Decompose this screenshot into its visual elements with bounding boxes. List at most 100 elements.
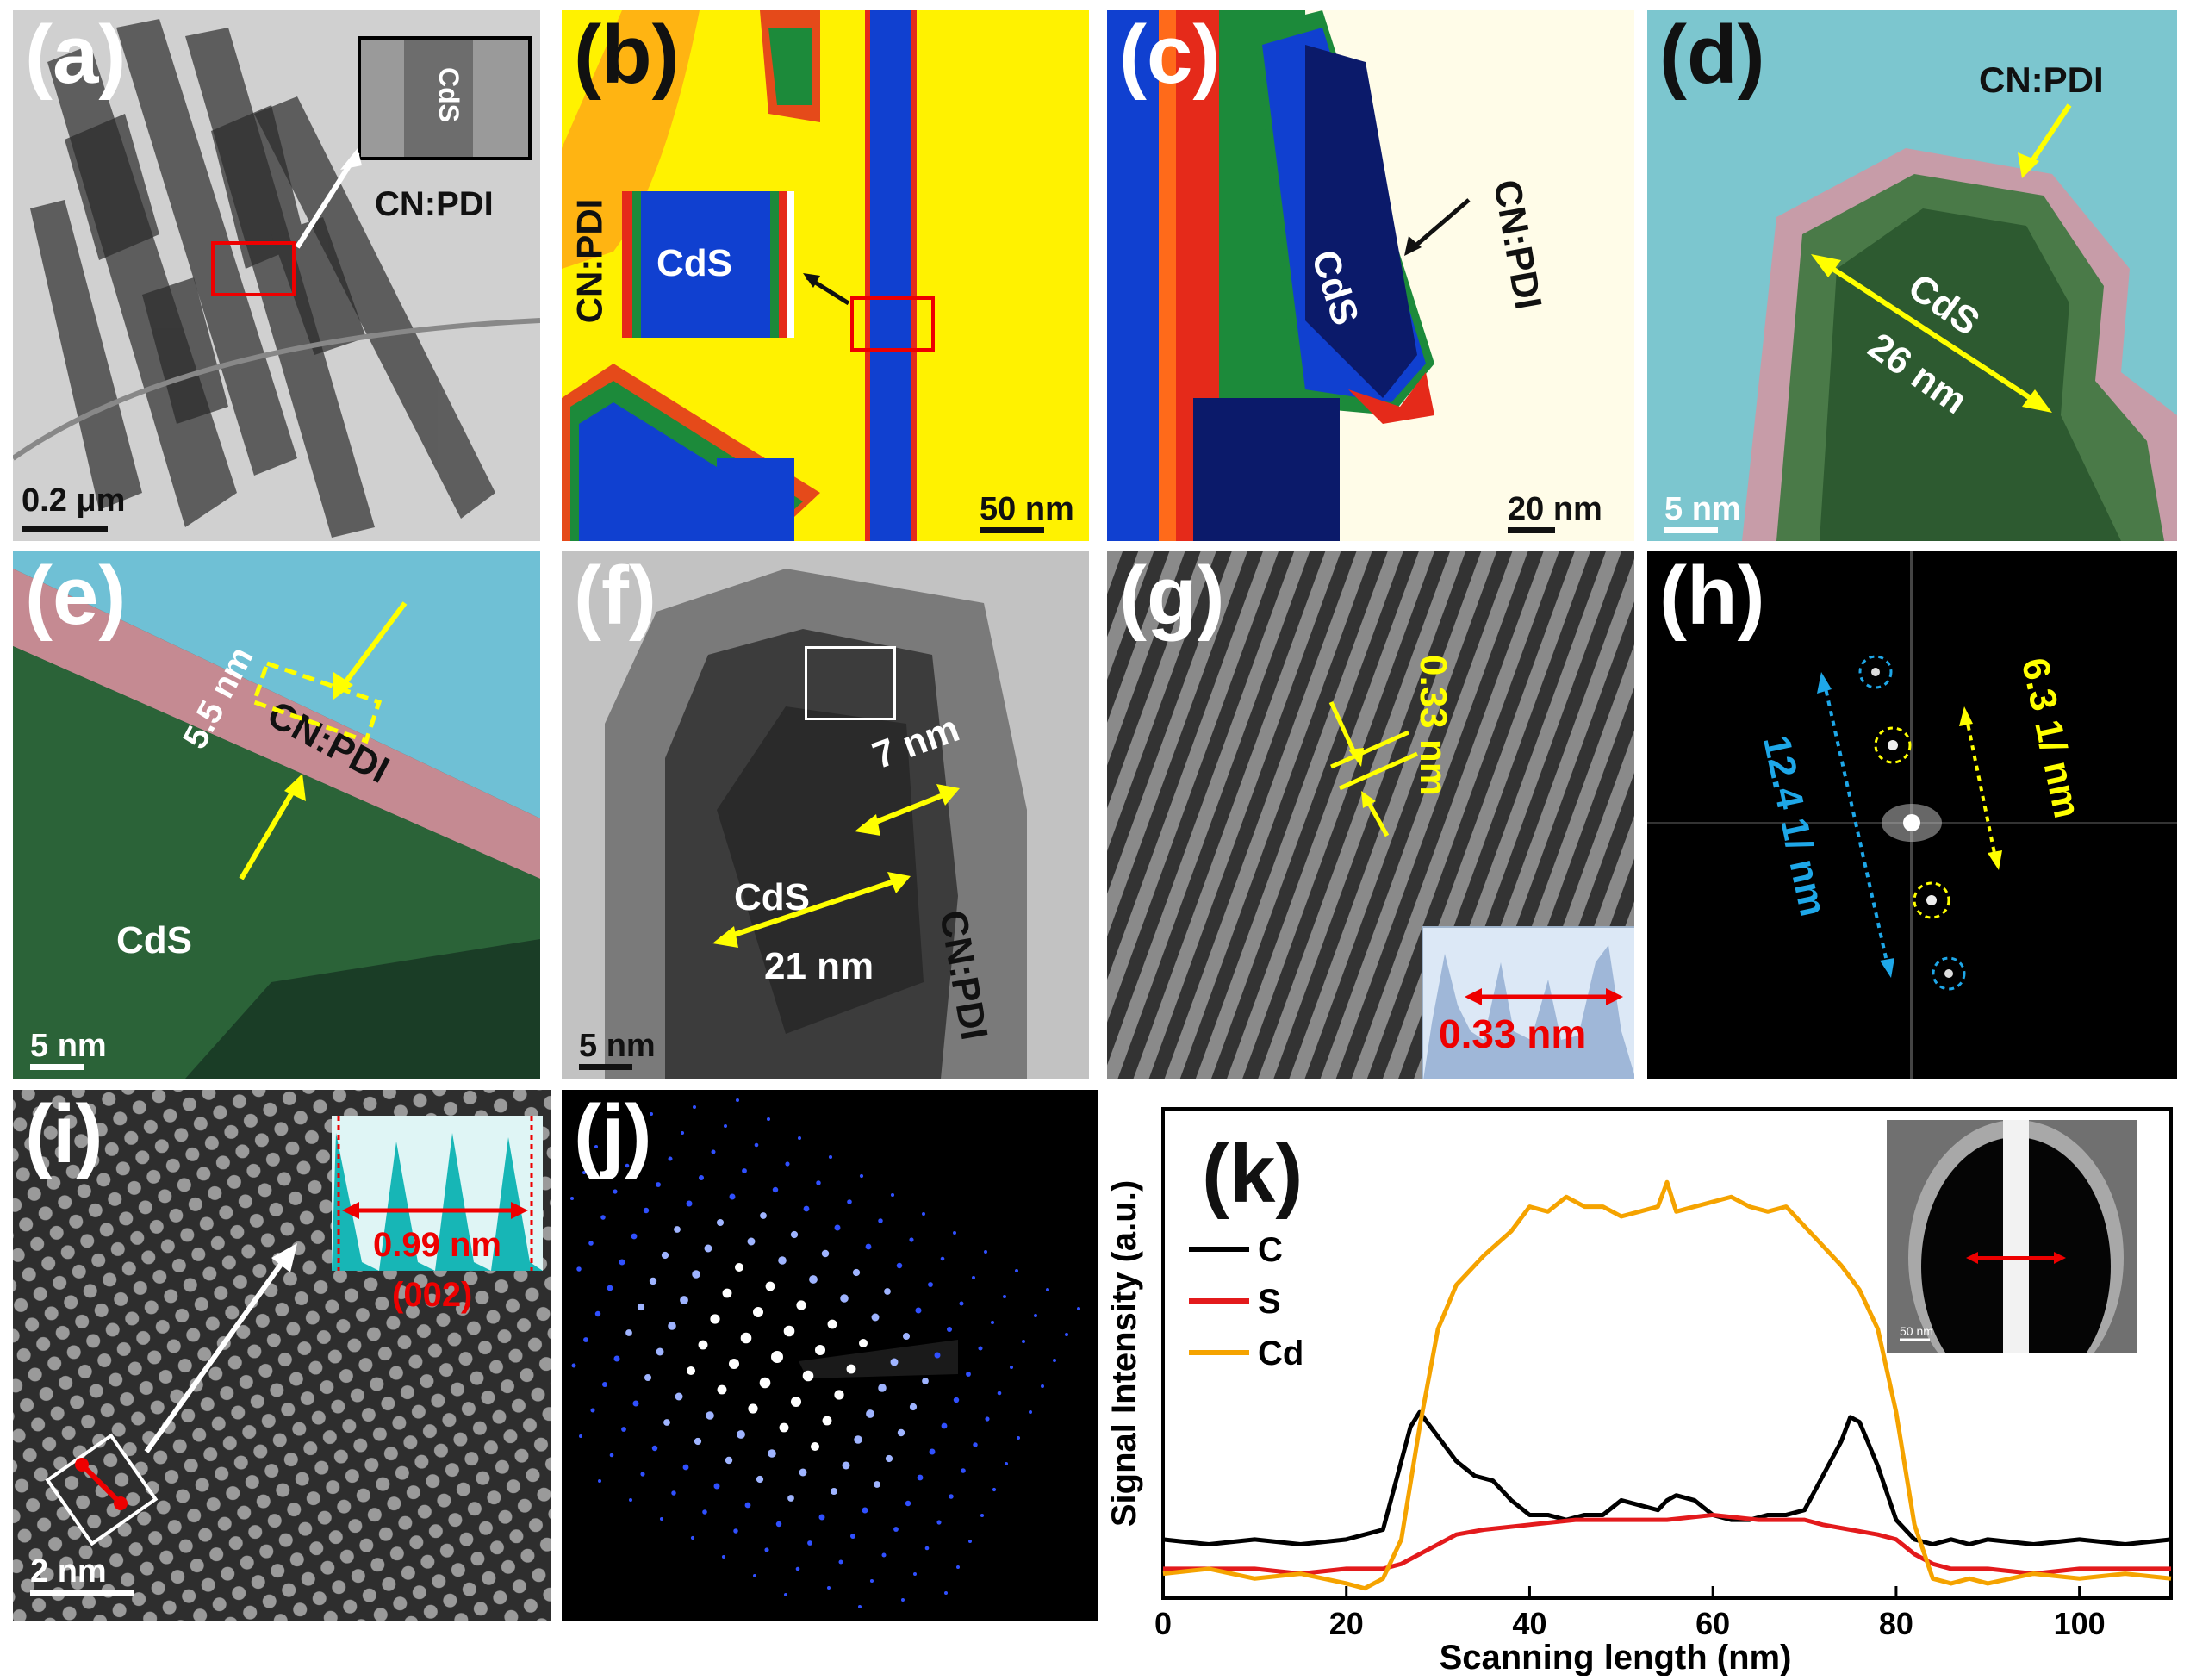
panel-b-inset: CdS [622, 191, 794, 338]
diffraction-spot [744, 1502, 751, 1509]
diffraction-spot [1077, 1307, 1080, 1310]
diffraction-spot [830, 1487, 838, 1496]
diffraction-spot [909, 1403, 918, 1411]
diffraction-spot [984, 1250, 987, 1254]
diffraction-spot [729, 1193, 736, 1200]
panel-d-arrows [1811, 103, 2072, 413]
diffraction-spot [795, 1566, 800, 1571]
diffraction-spot [834, 1390, 844, 1400]
panel-e-label: (e) [25, 551, 127, 642]
panel-a-shell-label: CN:PDI [375, 185, 494, 223]
diffraction-spot [740, 1332, 752, 1344]
diffraction-spot [840, 1294, 849, 1303]
diffraction-spot [852, 1268, 861, 1277]
diffraction-spot [767, 1117, 770, 1121]
diffraction-spot [594, 1310, 601, 1317]
diffraction-spot [752, 1306, 764, 1318]
diffraction-spot [807, 1540, 812, 1546]
diffraction-spot [772, 1186, 779, 1193]
panel-i: (i) 0.99 nm (002) 2 nm [13, 1090, 551, 1621]
diffraction-spot [814, 1344, 826, 1356]
diffraction-spot [613, 1355, 620, 1362]
diffraction-spot [724, 1124, 727, 1128]
diffraction-spot [671, 1490, 676, 1496]
diffraction-spot [859, 1173, 864, 1179]
panel-i-label: (i) [25, 1090, 103, 1180]
diffraction-spot [579, 1434, 582, 1438]
diffraction-spot [754, 1142, 759, 1148]
diffraction-spot [896, 1262, 903, 1269]
diffraction-spot [785, 1161, 790, 1167]
x-axis-label: Scanning length (nm) [1440, 1639, 1792, 1676]
diffraction-spot [694, 1437, 702, 1446]
panel-c-image [1107, 10, 1634, 541]
diffraction-spot [953, 1231, 956, 1235]
panel-i-scale-bar [30, 1590, 134, 1596]
diffraction-spot [631, 1233, 638, 1240]
diffraction-spot [607, 1285, 613, 1291]
diffraction-spot [866, 1409, 874, 1418]
panel-e-scale-text: 5 nm [30, 1028, 107, 1064]
x-tick-label: 80 [1879, 1606, 1913, 1641]
panel-g: (g) 0.33 nm 0.33 nm [1107, 551, 1634, 1079]
diffraction-spot [716, 1218, 725, 1227]
panel-d-scale-bar [1664, 527, 1718, 533]
diffraction-spot [884, 1288, 891, 1295]
series-line-s [1163, 1512, 2171, 1577]
diffraction-spot [913, 1572, 917, 1576]
diffraction-spot [768, 1449, 776, 1458]
series-line-c [1162, 1409, 2172, 1547]
diffraction-spot [638, 1138, 641, 1142]
diffraction-spot [905, 1500, 911, 1507]
panel-f-core-width: 21 nm [764, 945, 874, 987]
diffraction-spot [649, 1277, 657, 1285]
panel-k-inset-scale: 50 nm [1900, 1324, 1933, 1338]
diffraction-spot [668, 1322, 676, 1330]
panel-g-profile-spacing: 0.33 nm [1439, 1011, 1587, 1056]
panel-b-roi-box [850, 296, 935, 352]
diffraction-spot [941, 1422, 948, 1429]
panel-b-label: (b) [574, 10, 680, 101]
diffraction-spot [725, 1456, 733, 1465]
diffraction-spot [842, 1461, 850, 1470]
diffraction-spot [990, 1320, 995, 1325]
diffraction-spot [756, 1475, 764, 1484]
diffraction-spot [736, 1098, 739, 1102]
diffraction-spot [917, 1474, 924, 1481]
panel-c-label: (c) [1119, 10, 1221, 101]
diffraction-spot [1004, 1461, 1009, 1466]
diffraction-spot [682, 1464, 689, 1471]
panel-d-label: (d) [1659, 10, 1765, 101]
diffraction-spot [784, 1593, 787, 1596]
diffraction-spot [828, 1154, 833, 1160]
x-tick-label: 40 [1512, 1606, 1546, 1641]
diffraction-spot [973, 1442, 978, 1447]
panel-f-core: CdS [734, 876, 810, 918]
x-tick-label: 20 [1329, 1606, 1364, 1641]
diffraction-spot [847, 1199, 852, 1204]
diffraction-spot [1041, 1384, 1044, 1388]
diffraction-spot [728, 1358, 740, 1370]
panel-d-shell: CN:PDI [1979, 59, 2104, 100]
panel-a-scale-text: 0.2 μm [22, 482, 126, 519]
plot-frame [1161, 1107, 2173, 1600]
diffraction-spot [1017, 1436, 1020, 1440]
diffraction-spot [978, 1346, 983, 1351]
diffraction-spot [778, 1256, 787, 1265]
panel-g-profile-inset: 0.33 nm [1422, 926, 1634, 1079]
diffraction-spot [802, 1370, 814, 1382]
diffraction-spot [571, 1363, 576, 1368]
diffraction-spot [643, 1207, 650, 1214]
diffraction-spot [871, 1313, 880, 1322]
panel-d: (d) CN:PDI CdS 26 nm 5 nm [1647, 10, 2177, 541]
diffraction-spot [656, 1182, 661, 1187]
diffraction-spot [698, 1174, 705, 1181]
diffraction-spot [928, 1282, 933, 1287]
diffraction-spot [713, 1483, 720, 1490]
series-line-cd [1162, 1179, 2172, 1591]
diffraction-spot [779, 1422, 789, 1433]
diffraction-spot [1053, 1359, 1056, 1362]
diffraction-spot [881, 1552, 887, 1558]
panel-f-scale-text: 5 nm [579, 1028, 656, 1064]
diffraction-spot [702, 1509, 707, 1515]
